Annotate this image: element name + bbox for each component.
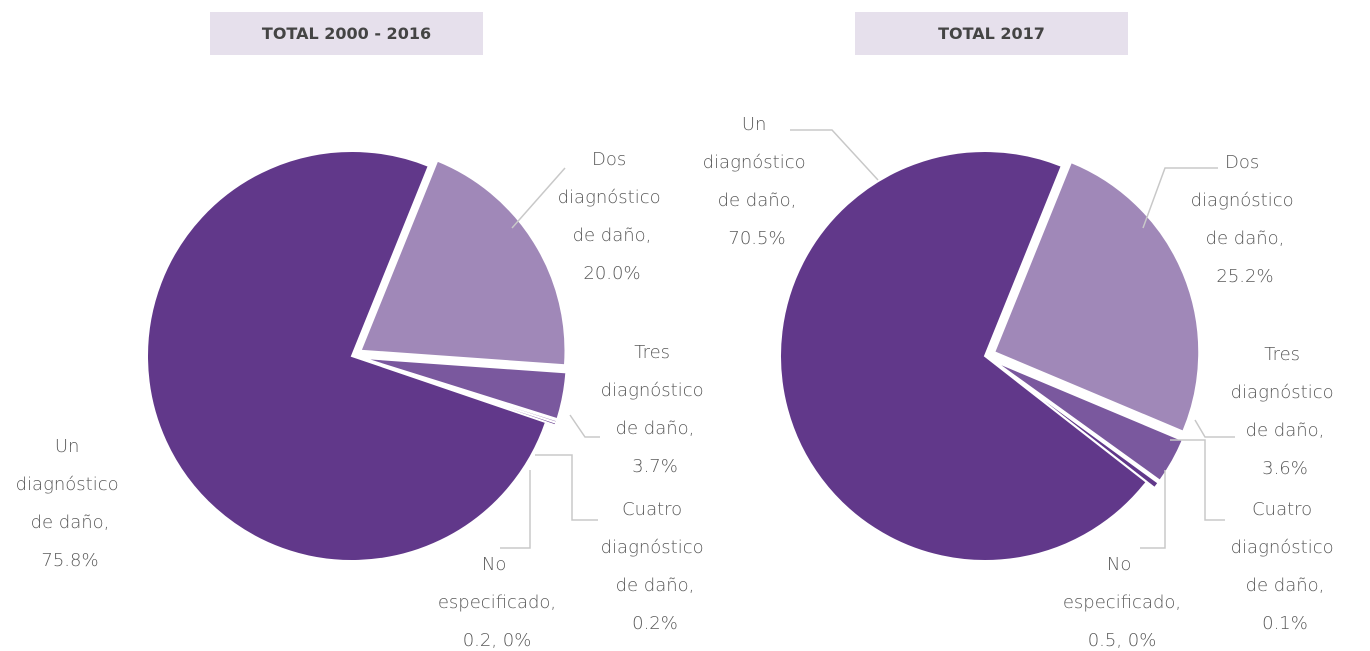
value-label: 20.0% xyxy=(583,263,640,284)
value-label: 0.2, 0% xyxy=(463,630,532,651)
leader-line xyxy=(790,129,879,181)
slice-label: Cuatro diagnóstico de daño, xyxy=(601,499,710,596)
pie-slice xyxy=(359,159,567,367)
slice-label: Dos diagnóstico de daño, xyxy=(558,149,667,246)
leader-line xyxy=(500,470,531,549)
chart-title: TOTAL 2017 xyxy=(938,24,1045,43)
slice-label: Tres diagnóstico de daño, xyxy=(1231,344,1340,441)
pie-slice xyxy=(778,150,1149,562)
slice-label: Dos diagnóstico de daño, xyxy=(1191,152,1300,249)
leader-line xyxy=(511,167,566,229)
leader-line xyxy=(1142,167,1218,229)
value-label: 70.5% xyxy=(728,228,785,249)
leader-line xyxy=(535,454,598,521)
leader-line xyxy=(1194,419,1235,438)
slice-label: No especificado, xyxy=(438,554,556,613)
title-box xyxy=(855,12,1128,55)
pie-slice xyxy=(361,356,568,421)
slice-label: Un diagnóstico de daño, xyxy=(703,114,812,211)
value-label: 3.7% xyxy=(632,456,678,477)
slice-label: No especificado, xyxy=(1063,554,1181,613)
chart-title: TOTAL 2000 - 2016 xyxy=(262,24,431,43)
pie-slice xyxy=(992,160,1201,433)
slice-label: Un diagnóstico de daño, xyxy=(16,436,125,533)
leader-line xyxy=(569,414,600,438)
value-label: 3.6% xyxy=(1262,458,1308,479)
slice-label: Cuatro diagnóstico de daño, xyxy=(1231,499,1340,596)
slice-label: Tres diagnóstico de daño, xyxy=(601,342,710,439)
title-box xyxy=(210,12,483,55)
value-label: 0.2% xyxy=(632,613,678,634)
pie-slice xyxy=(146,150,548,562)
leader-line xyxy=(1140,470,1166,549)
value-label: 0.1% xyxy=(1262,613,1308,634)
value-label: 75.8% xyxy=(41,550,98,571)
value-label: 25.2% xyxy=(1216,266,1273,287)
leader-line xyxy=(1170,439,1225,521)
value-label: 0.5, 0% xyxy=(1088,630,1157,651)
